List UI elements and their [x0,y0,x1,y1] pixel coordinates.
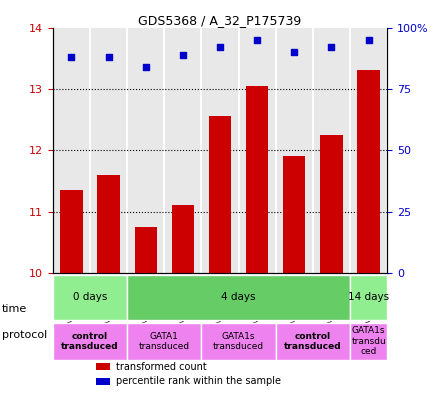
Text: 4 days: 4 days [221,292,256,303]
Text: transformed count: transformed count [116,362,207,372]
Bar [60,190,83,273]
Text: GDS5368 / A_32_P175739: GDS5368 / A_32_P175739 [138,14,302,27]
FancyBboxPatch shape [350,323,387,360]
Text: control
transduced: control transduced [61,332,119,351]
Point [253,37,260,43]
Text: protocol: protocol [2,330,48,340]
Bar [96,378,110,385]
FancyBboxPatch shape [127,275,350,320]
Text: GATA1s
transduced: GATA1s transduced [213,332,264,351]
Point [328,44,335,50]
FancyBboxPatch shape [276,323,350,360]
FancyBboxPatch shape [350,275,387,320]
Point [68,54,75,60]
Text: 14 days: 14 days [348,292,389,303]
Point [142,64,149,70]
Point [216,44,224,50]
Text: control
transduced: control transduced [284,332,342,351]
FancyBboxPatch shape [53,275,127,320]
FancyBboxPatch shape [202,323,276,360]
Bar [209,116,231,273]
Bar [357,70,380,273]
Text: 0 days: 0 days [73,292,107,303]
Text: percentile rank within the sample: percentile rank within the sample [116,376,281,386]
Point [365,37,372,43]
Point [291,49,298,55]
Bar [96,363,110,371]
Bar [135,227,157,273]
Point [180,51,187,58]
FancyBboxPatch shape [53,323,127,360]
Point [105,54,112,60]
Bar [320,135,343,273]
FancyBboxPatch shape [127,323,202,360]
Bar [246,86,268,273]
Text: GATA1
transduced: GATA1 transduced [139,332,190,351]
Text: time: time [2,303,27,314]
Bar [97,175,120,273]
Bar [283,156,305,273]
Bar [172,206,194,273]
Text: GATA1s
transdu
ced: GATA1s transdu ced [351,327,386,356]
